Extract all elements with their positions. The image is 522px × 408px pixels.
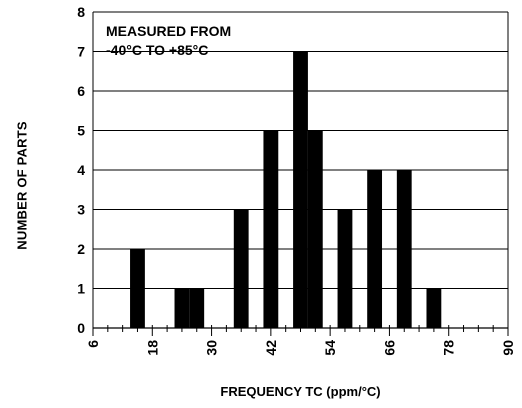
y-tick-label-5: 5 xyxy=(77,123,85,139)
y-axis-label-box: NUMBER OF PARTS xyxy=(2,95,42,275)
bar-4 xyxy=(263,130,279,328)
y-tick-label-4: 4 xyxy=(77,162,85,178)
y-tick-label-0: 0 xyxy=(77,320,85,336)
note-line-1: MEASURED FROM xyxy=(106,23,232,39)
bar-3 xyxy=(233,209,249,328)
bar-5 xyxy=(293,51,308,328)
bar-2 xyxy=(189,288,205,328)
measurement-note: MEASURED FROM -40°C TO +85°C xyxy=(106,22,231,60)
x-tick-label-6: 6 xyxy=(85,340,101,348)
bar-10 xyxy=(426,288,442,328)
x-axis-label: FREQUENCY TC (ppm/°C) xyxy=(220,384,381,399)
bar-1 xyxy=(174,288,190,328)
bar-6 xyxy=(307,130,323,328)
y-tick-label-3: 3 xyxy=(77,202,85,218)
x-tick-label-54: 54 xyxy=(322,340,338,356)
y-tick-label-7: 7 xyxy=(77,44,85,60)
note-line-2: -40°C TO +85°C xyxy=(106,42,209,58)
bar-0 xyxy=(130,249,145,328)
y-tick-labels: 0 1 2 3 4 5 6 7 8 xyxy=(77,4,85,336)
bar-8 xyxy=(367,170,383,328)
x-tick-label-66: 66 xyxy=(381,340,397,356)
x-tick-label-30: 30 xyxy=(204,340,220,356)
y-tick-label-1: 1 xyxy=(77,281,85,297)
x-tick-labels: 6 18 30 42 54 66 78 90 xyxy=(85,340,516,356)
bar-9 xyxy=(396,170,412,328)
y-tick-label-6: 6 xyxy=(77,83,85,99)
x-tick-label-78: 78 xyxy=(441,340,457,356)
y-axis-label: NUMBER OF PARTS xyxy=(14,120,30,250)
y-tick-label-2: 2 xyxy=(77,241,85,257)
bar-group xyxy=(130,51,442,328)
x-tick-label-18: 18 xyxy=(144,340,160,356)
y-tick-label-8: 8 xyxy=(77,4,85,20)
x-tick-label-42: 42 xyxy=(263,340,279,356)
bar-7 xyxy=(337,209,353,328)
x-tick-label-90: 90 xyxy=(500,340,516,356)
axes xyxy=(92,12,509,336)
